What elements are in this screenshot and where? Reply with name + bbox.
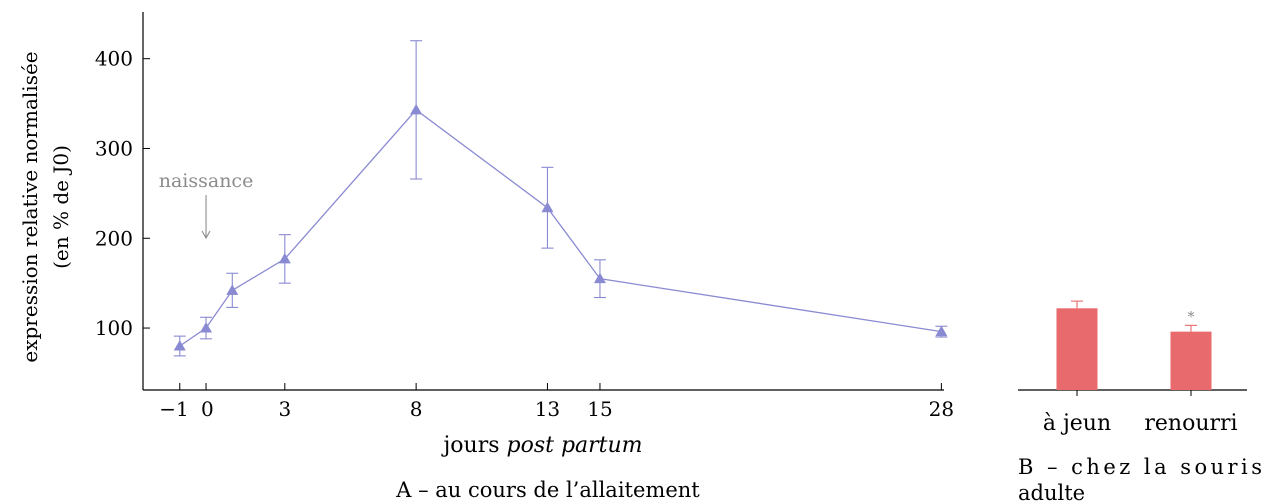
data-point bbox=[935, 325, 948, 337]
series-line bbox=[179, 109, 942, 347]
x-tick-label: 28 bbox=[929, 397, 954, 421]
data-point bbox=[541, 201, 554, 213]
y-tick-label: 100 bbox=[95, 316, 133, 340]
x-axis-label-italic: post partum bbox=[507, 433, 643, 458]
caption-b-line2: adulte bbox=[1018, 481, 1085, 504]
annotation-arrowhead bbox=[201, 230, 211, 240]
x-tick-label: −1 bbox=[159, 397, 188, 421]
y-tick-label: 200 bbox=[95, 226, 133, 250]
x-tick-label: 13 bbox=[535, 397, 560, 421]
x-axis-label: jours post partum bbox=[440, 433, 642, 458]
y-axis-label-line2: (en % de J0) bbox=[49, 145, 73, 269]
bar bbox=[1056, 308, 1098, 390]
data-point bbox=[278, 252, 291, 264]
x-tick-label: 15 bbox=[587, 397, 612, 421]
line-chart-panel: 100 200 300 400 −1 0 3 8 13 15 28 naissance expre… bbox=[18, 12, 954, 502]
y-tick-label: 400 bbox=[95, 47, 133, 71]
significance-mark: * bbox=[1188, 309, 1195, 325]
bar-chart-panel: à jeun renourri * B – chez la souris adult… bbox=[1018, 300, 1262, 504]
x-tick-label: 0 bbox=[201, 397, 214, 421]
caption-b-line1: B – chez la souris bbox=[1018, 455, 1262, 479]
data-point bbox=[173, 340, 186, 351]
data-point bbox=[593, 272, 606, 284]
annotation-label: naissance bbox=[159, 170, 254, 192]
bar-category-label: à jeun bbox=[1043, 411, 1111, 436]
y-tick-label: 300 bbox=[95, 136, 133, 160]
bar-category-label: renourri bbox=[1144, 411, 1237, 436]
y-axis-label-line1: expression relative normalisée bbox=[18, 51, 42, 362]
data-point bbox=[200, 322, 213, 333]
data-point bbox=[226, 284, 239, 295]
x-axis-label-prefix: jours bbox=[440, 433, 506, 458]
bar bbox=[1170, 331, 1212, 390]
x-tick-label: 8 bbox=[410, 397, 423, 421]
x-tick-label: 3 bbox=[278, 397, 291, 421]
data-point bbox=[410, 103, 423, 115]
caption-a: A – au cours de l’allaitement bbox=[395, 478, 700, 502]
bar-error-bar bbox=[1185, 324, 1197, 332]
bar-error-bar bbox=[1071, 300, 1083, 309]
